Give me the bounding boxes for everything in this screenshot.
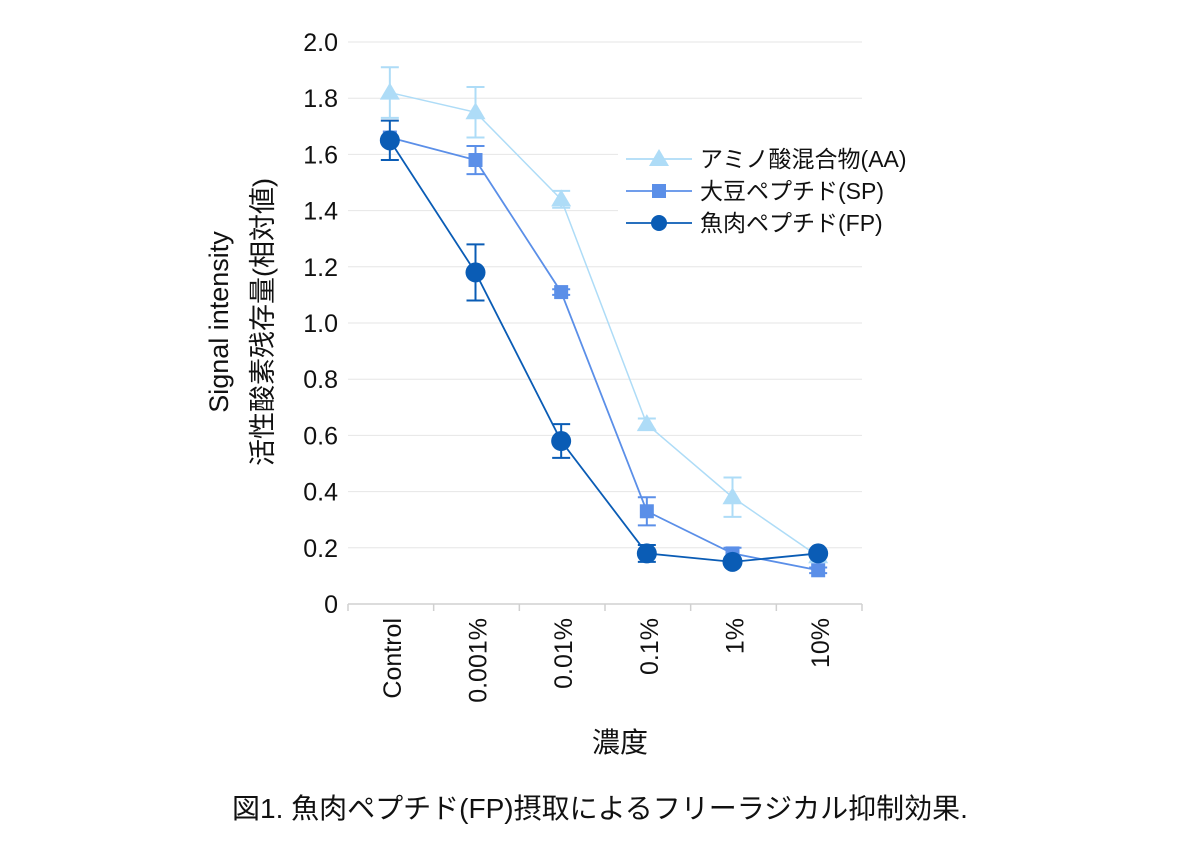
y-tick-label: 1.6	[303, 141, 338, 169]
x-axis-label: 濃度	[592, 727, 648, 758]
square-marker	[639, 504, 654, 519]
triangle-marker	[379, 82, 400, 100]
y-tick-label: 1.2	[303, 254, 338, 282]
circle-marker	[551, 431, 572, 452]
y-tick-label: 1.4	[303, 198, 338, 226]
triangle-marker	[465, 102, 486, 120]
circle-marker	[651, 215, 667, 231]
series-line	[389, 136, 819, 572]
y-tick-label: 0	[324, 591, 338, 619]
y-tick-label: 0.2	[303, 535, 338, 563]
circle-marker	[465, 262, 486, 283]
series-triangle	[379, 66, 829, 564]
x-tick-label: 0.001%	[465, 618, 493, 703]
x-tick-label: 0.1%	[636, 618, 664, 675]
circle-marker	[808, 543, 829, 564]
y-axis-label-ja: 活性酸素残存量(相対値)	[248, 178, 278, 466]
x-tick-label: 0.01%	[550, 618, 578, 689]
triangle-marker	[551, 189, 572, 207]
x-tick-label: 1%	[722, 618, 750, 654]
circle-marker	[379, 130, 400, 151]
triangle-marker	[649, 149, 669, 166]
x-tick-label: Control	[379, 618, 407, 699]
square-marker	[554, 285, 569, 300]
y-tick-label: 0.4	[303, 479, 338, 507]
x-tick-label: 10%	[807, 618, 835, 668]
series-line	[389, 91, 819, 557]
y-tick-label: 2.0	[303, 29, 338, 57]
circle-marker	[722, 551, 743, 572]
series-line	[389, 139, 819, 563]
legend-label: アミノ酸混合物(AA)	[700, 146, 907, 172]
y-tick-label: 1.0	[303, 310, 338, 338]
triangle-marker	[636, 414, 657, 432]
circle-marker	[636, 543, 657, 564]
y-tick-label: 1.8	[303, 85, 338, 113]
y-tick-label: 0.8	[303, 366, 338, 394]
figure-caption: 図1. 魚肉ペプチド(FP)摂取によるフリーラジカル抑制効果.	[232, 793, 968, 824]
legend-label: 魚肉ペプチド(FP)	[700, 210, 883, 236]
y-tick-label: 0.6	[303, 422, 338, 450]
legend-label: 大豆ペプチド(SP)	[700, 178, 884, 204]
square-marker	[468, 153, 483, 168]
series-circle	[379, 119, 829, 572]
square-marker	[811, 563, 826, 578]
triangle-marker	[722, 487, 743, 505]
y-axis-label-en: Signal intensity	[204, 231, 234, 413]
square-marker	[652, 184, 666, 198]
